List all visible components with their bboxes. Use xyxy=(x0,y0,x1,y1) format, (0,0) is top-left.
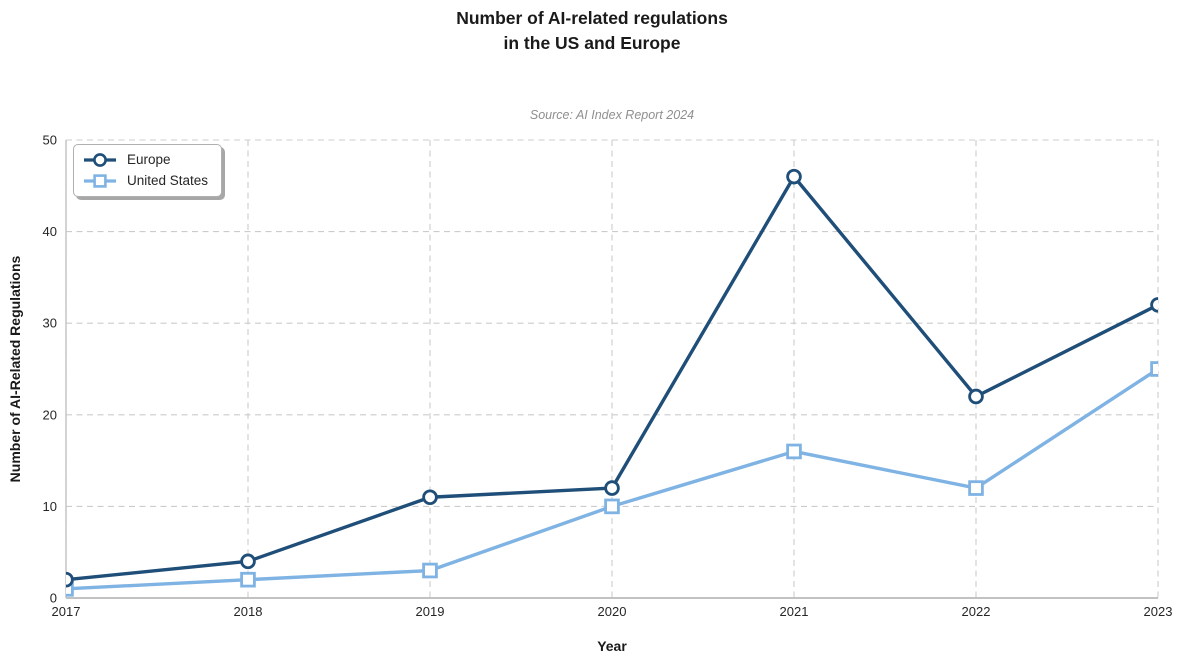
chart-subtitle: Source: AI Index Report 2024 xyxy=(529,108,695,122)
svg-text:40: 40 xyxy=(43,224,57,239)
chart-title-line2: in the US and Europe xyxy=(503,33,681,53)
chart-title-line1: Number of AI-related regulations xyxy=(456,8,728,28)
svg-text:2017: 2017 xyxy=(52,604,81,619)
svg-text:30: 30 xyxy=(43,316,57,331)
svg-text:10: 10 xyxy=(43,499,57,514)
legend-item-europe: Europe xyxy=(82,149,208,170)
x-axis-label: Year xyxy=(597,638,627,654)
united-states-line-square-marker-icon xyxy=(84,173,116,188)
svg-text:20: 20 xyxy=(43,407,57,422)
legend-label-europe: Europe xyxy=(127,152,171,167)
europe-line-circle-marker-icon xyxy=(84,152,116,167)
svg-text:0: 0 xyxy=(50,591,57,606)
legend-item-united-states: United States xyxy=(82,170,208,191)
chart-title: Number of AI-related regulations in the … xyxy=(0,6,1184,56)
svg-text:2020: 2020 xyxy=(598,604,627,619)
svg-text:2018: 2018 xyxy=(234,604,263,619)
legend-label-united-states: United States xyxy=(127,173,209,188)
svg-text:2023: 2023 xyxy=(1144,604,1173,619)
svg-text:2022: 2022 xyxy=(962,604,991,619)
svg-text:2019: 2019 xyxy=(416,604,445,619)
svg-text:50: 50 xyxy=(43,133,57,148)
legend: Europe United States xyxy=(73,144,223,197)
svg-text:2021: 2021 xyxy=(780,604,809,619)
